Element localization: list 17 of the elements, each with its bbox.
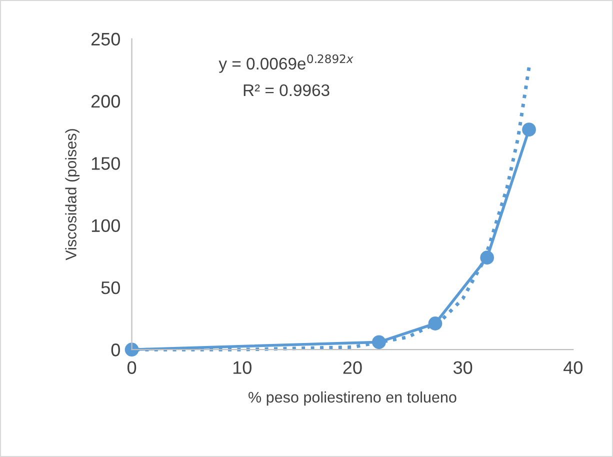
y-tick-label: 250 <box>91 32 120 46</box>
annotation: R² = 0.9963 <box>244 84 330 96</box>
x-tick-label: 30 <box>453 361 472 374</box>
y-tick-label: 100 <box>92 219 120 232</box>
x-tick-label: 20 <box>343 361 362 374</box>
x-axis-title: % peso poliestireno en tolueno <box>248 391 456 406</box>
y-tick-label: 200 <box>91 94 120 108</box>
y-tick-label: 50 <box>101 281 120 294</box>
y-axis-title: Viscosidad (poises) <box>65 129 80 260</box>
point <box>522 122 536 137</box>
x-tick-label: 40 <box>564 361 582 374</box>
x-tick-label: 10 <box>233 361 252 374</box>
y-tick-label: 150 <box>92 157 120 170</box>
point <box>480 250 494 265</box>
annotation: y = 0.0069e$^{0.2892x}$ <box>218 54 354 73</box>
y-tick-label: 0 <box>111 344 120 356</box>
x-tick-label: 0 <box>127 361 136 374</box>
